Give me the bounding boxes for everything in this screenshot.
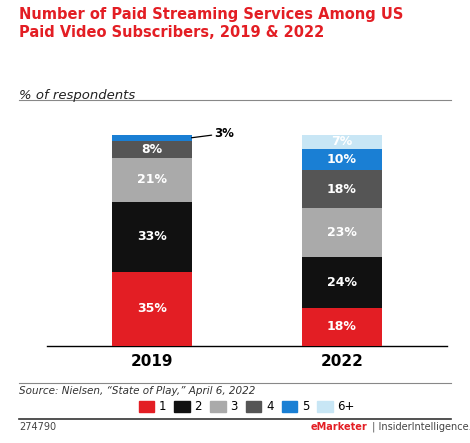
Text: 3%: 3% <box>192 127 234 140</box>
Text: 7%: 7% <box>331 136 352 148</box>
Text: 24%: 24% <box>327 276 357 289</box>
Bar <box>112 141 192 158</box>
Bar <box>112 135 192 141</box>
Legend: 1, 2, 3, 4, 5, 6+: 1, 2, 3, 4, 5, 6+ <box>134 396 360 418</box>
Text: Source: Nielsen, “State of Play,” April 6, 2022: Source: Nielsen, “State of Play,” April … <box>19 386 255 396</box>
Text: 274790: 274790 <box>19 422 56 432</box>
Bar <box>302 171 382 208</box>
Text: 10%: 10% <box>327 153 357 167</box>
Text: 2022: 2022 <box>321 354 363 369</box>
Text: 33%: 33% <box>137 230 166 243</box>
Bar <box>112 272 192 346</box>
Text: Number of Paid Streaming Services Among US
Paid Video Subscribers, 2019 & 2022: Number of Paid Streaming Services Among … <box>19 7 403 39</box>
Text: | InsiderIntelligence.com: | InsiderIntelligence.com <box>369 422 470 432</box>
Text: 18%: 18% <box>327 183 357 196</box>
Bar <box>302 135 382 149</box>
Bar <box>112 158 192 202</box>
Text: 8%: 8% <box>141 143 162 156</box>
Bar <box>302 307 382 346</box>
Bar <box>302 257 382 307</box>
Text: 23%: 23% <box>327 226 357 239</box>
Bar <box>302 149 382 171</box>
Text: 18%: 18% <box>327 320 357 333</box>
Bar <box>302 208 382 257</box>
Text: 35%: 35% <box>137 302 166 315</box>
Text: eMarketer: eMarketer <box>310 422 367 432</box>
Text: 2019: 2019 <box>130 354 173 369</box>
Text: 21%: 21% <box>137 174 167 187</box>
Text: % of respondents: % of respondents <box>19 89 135 101</box>
Bar <box>112 202 192 272</box>
